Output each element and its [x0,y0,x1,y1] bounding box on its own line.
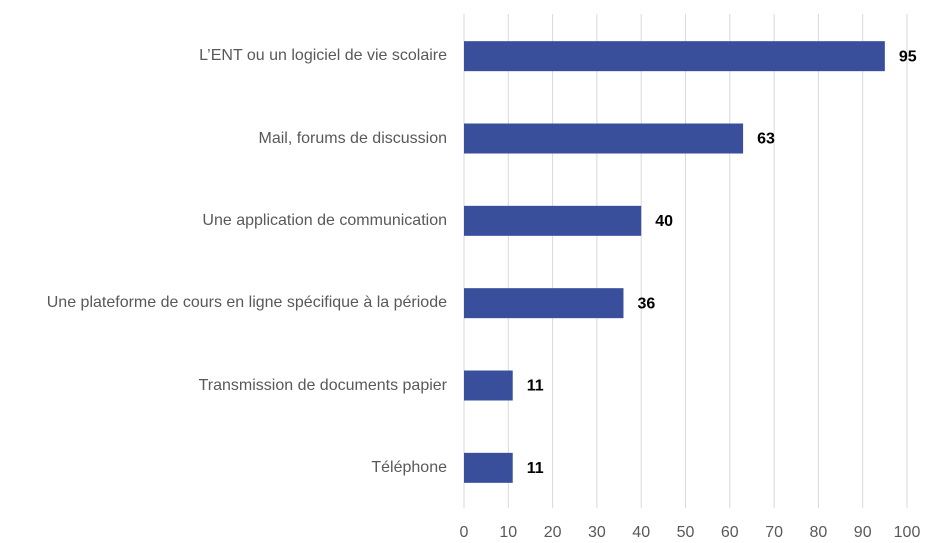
x-tick-label: 90 [854,524,872,541]
value-label: 40 [655,213,673,230]
x-tick-label: 50 [677,524,695,541]
x-tick-label: 100 [894,524,921,541]
category-label: Téléphone [371,458,447,476]
value-label: 11 [527,460,544,477]
bar [464,205,642,236]
category-label: Mail, forums de discussion [258,129,447,147]
x-tick-label: 40 [632,524,650,541]
value-label: 95 [899,48,917,65]
x-tick-label: 60 [721,524,739,541]
x-tick-label: 30 [588,524,606,541]
category-label: Une application de communication [202,211,447,229]
bar [464,123,744,154]
value-label: 36 [637,295,655,312]
x-tick-label: 20 [544,524,562,541]
category-label: Transmission de documents papier [198,376,447,394]
value-label: 63 [757,131,775,148]
category-label: L’ENT ou un logiciel de vie scolaire [199,47,447,65]
x-tick-label: 10 [499,524,517,541]
x-tick-label: 0 [460,524,469,541]
x-tick-label: 80 [810,524,828,541]
bar [464,452,513,483]
bar [464,370,513,401]
value-label: 11 [527,378,544,395]
category-label: Une plateforme de cours en ligne spécifi… [46,294,447,312]
bar [464,288,624,319]
x-tick-label: 70 [765,524,783,541]
bar [464,41,885,72]
